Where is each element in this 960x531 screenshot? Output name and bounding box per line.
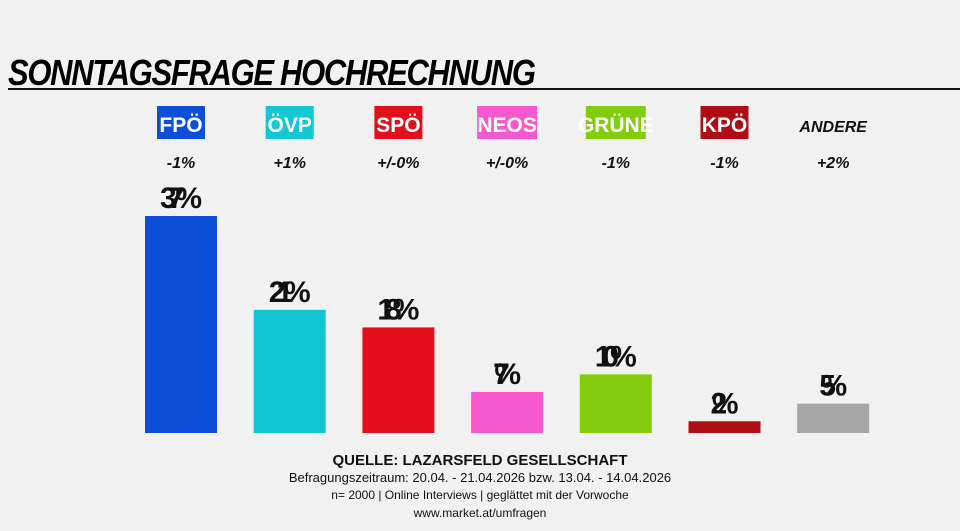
method-note: n= 2000 | Online Interviews | geglättet … bbox=[331, 488, 629, 502]
party-label: FPÖ bbox=[159, 114, 202, 137]
title-rule bbox=[8, 88, 960, 90]
change-label: +1% bbox=[273, 155, 305, 172]
party-label: ANDERE bbox=[798, 119, 868, 136]
survey-period: Befragungszeitraum: 20.04. - 21.04.2026 … bbox=[288, 470, 672, 485]
bar-2 bbox=[362, 327, 435, 433]
data-label: 7% bbox=[493, 358, 521, 391]
change-label: -1% bbox=[167, 155, 195, 172]
data-label: 10% bbox=[595, 340, 637, 373]
party-label: GRÜNE bbox=[578, 114, 654, 137]
party-label: SPÖ bbox=[376, 114, 420, 137]
change-label: +/-0% bbox=[486, 155, 528, 172]
bar-0 bbox=[145, 216, 217, 433]
bar-6 bbox=[797, 403, 870, 433]
bar-3 bbox=[471, 391, 544, 433]
party-badge bbox=[157, 106, 205, 139]
data-label: 5% bbox=[819, 370, 847, 403]
party-label: NEOS bbox=[477, 114, 537, 137]
bar-1 bbox=[253, 309, 326, 433]
party-badge bbox=[700, 106, 749, 139]
change-label: -1% bbox=[602, 155, 630, 172]
data-label: 18% bbox=[377, 293, 419, 326]
source-url: www.market.at/umfragen bbox=[413, 506, 547, 520]
bar-5 bbox=[688, 421, 761, 433]
change-label: +/-0% bbox=[377, 155, 419, 172]
data-label: 21% bbox=[269, 276, 311, 309]
change-label: -1% bbox=[710, 155, 738, 172]
change-label: +2% bbox=[817, 155, 849, 172]
source: QUELLE: LAZARSFELD GESELLSCHAFT bbox=[332, 452, 628, 469]
bar-4 bbox=[579, 374, 652, 433]
party-badge bbox=[585, 106, 646, 139]
chart-title: SONNTAGSFRAGE HOCHRECHNUNG bbox=[8, 52, 536, 93]
party-label: ÖVP bbox=[268, 114, 312, 137]
party-badge bbox=[265, 106, 314, 139]
party-badge bbox=[477, 106, 538, 139]
party-label: KPÖ bbox=[702, 114, 748, 137]
data-label: 37% bbox=[160, 182, 202, 215]
party-badge bbox=[374, 106, 423, 139]
data-label: 2% bbox=[711, 387, 739, 420]
